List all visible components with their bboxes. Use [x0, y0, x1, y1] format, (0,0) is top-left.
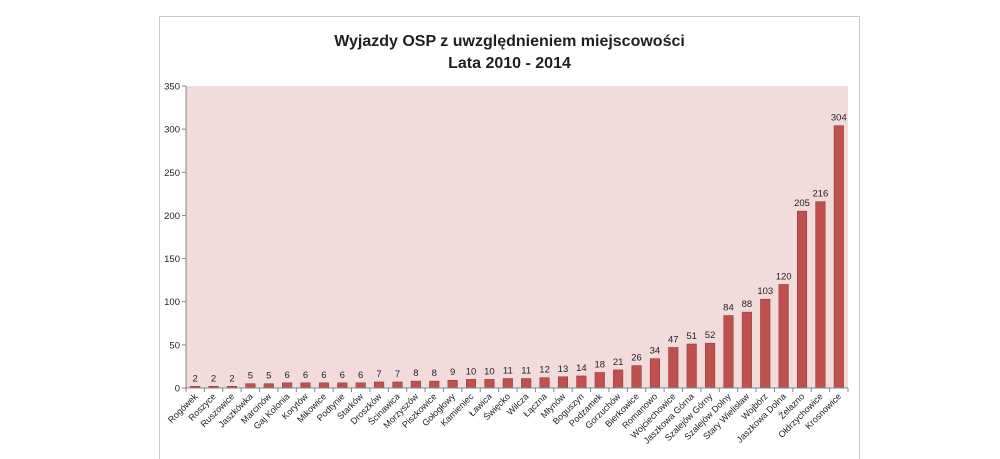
bar [374, 381, 385, 389]
bar [263, 383, 274, 389]
bar [796, 210, 808, 389]
bar [484, 379, 495, 389]
bar [521, 378, 532, 389]
bar [778, 284, 789, 389]
data-label: 6 [358, 370, 363, 381]
chart-title: Wyjazdy OSP z uwzględnieniem miejscowośc… [334, 33, 685, 50]
data-label: 6 [340, 370, 345, 381]
data-label: 205 [794, 198, 810, 209]
y-tick-label: 200 [164, 211, 180, 222]
data-label: 47 [668, 334, 679, 345]
chart-title-block: Wyjazdy OSP z uwzględnieniem miejscowośc… [159, 31, 860, 75]
data-label: 8 [413, 368, 418, 379]
bar [355, 382, 366, 389]
data-label: 34 [650, 346, 661, 357]
data-label: 12 [539, 365, 550, 376]
bar [705, 342, 716, 389]
bar [300, 382, 311, 389]
data-label: 84 [723, 303, 734, 314]
data-label: 5 [248, 371, 253, 382]
y-tick-label: 300 [164, 125, 180, 136]
data-label: 11 [521, 366, 531, 377]
x-axis: RogówekRoszyceRuszowiceJaszkówkaMarcinów… [166, 387, 849, 446]
bar [686, 343, 697, 389]
y-tick-label: 250 [164, 168, 180, 179]
bar [557, 376, 569, 389]
data-label: 6 [321, 370, 326, 381]
bar [245, 383, 256, 389]
bar [337, 382, 348, 389]
plot-area [186, 86, 848, 388]
bar [429, 380, 440, 389]
y-tick-label: 100 [164, 297, 180, 308]
data-label: 8 [432, 368, 437, 379]
data-label: 14 [576, 363, 587, 374]
y-axis: 0 50 100 150 200 250 300 350 [164, 82, 187, 395]
data-label: 18 [594, 359, 605, 370]
bar [502, 378, 513, 389]
bar [741, 311, 752, 389]
bar [410, 380, 421, 389]
bar [539, 377, 550, 389]
data-label: 88 [742, 299, 753, 310]
bar [613, 369, 624, 389]
bar [668, 347, 679, 389]
data-label: 51 [686, 331, 697, 342]
data-label: 216 [812, 189, 828, 200]
chart-subtitle: Lata 2010 - 2014 [448, 55, 571, 72]
data-label: 26 [631, 353, 642, 364]
bar [465, 379, 477, 389]
bar [631, 365, 642, 389]
data-label: 2 [193, 373, 198, 384]
data-label: 103 [757, 286, 773, 297]
bar [282, 382, 293, 389]
bar [833, 125, 844, 389]
data-label: 10 [466, 366, 477, 377]
bar [649, 358, 660, 389]
data-label: 11 [503, 366, 513, 377]
y-tick-label: 150 [164, 254, 180, 265]
bar [392, 381, 403, 389]
data-label: 9 [450, 367, 455, 378]
bar [318, 382, 329, 389]
data-label: 10 [484, 366, 495, 377]
data-label: 120 [776, 271, 792, 282]
data-label: 2 [229, 373, 234, 384]
data-label: 13 [558, 364, 569, 375]
data-label: 2 [211, 373, 216, 384]
bar [815, 201, 826, 389]
y-tick-label: 50 [169, 340, 180, 351]
data-label: 7 [376, 369, 381, 380]
y-tick-label: 0 [175, 384, 180, 395]
bars [190, 125, 844, 389]
bar [447, 379, 458, 389]
data-label: 6 [303, 370, 308, 381]
y-tick-label: 350 [164, 82, 180, 93]
bar [760, 298, 771, 389]
bar [594, 372, 605, 389]
bar [576, 375, 587, 389]
data-label: 52 [705, 330, 716, 341]
data-label: 7 [395, 369, 400, 380]
data-label: 21 [613, 357, 624, 368]
data-label: 6 [284, 370, 289, 381]
data-label: 5 [266, 371, 271, 382]
bar [723, 315, 734, 389]
data-label: 304 [831, 113, 847, 124]
